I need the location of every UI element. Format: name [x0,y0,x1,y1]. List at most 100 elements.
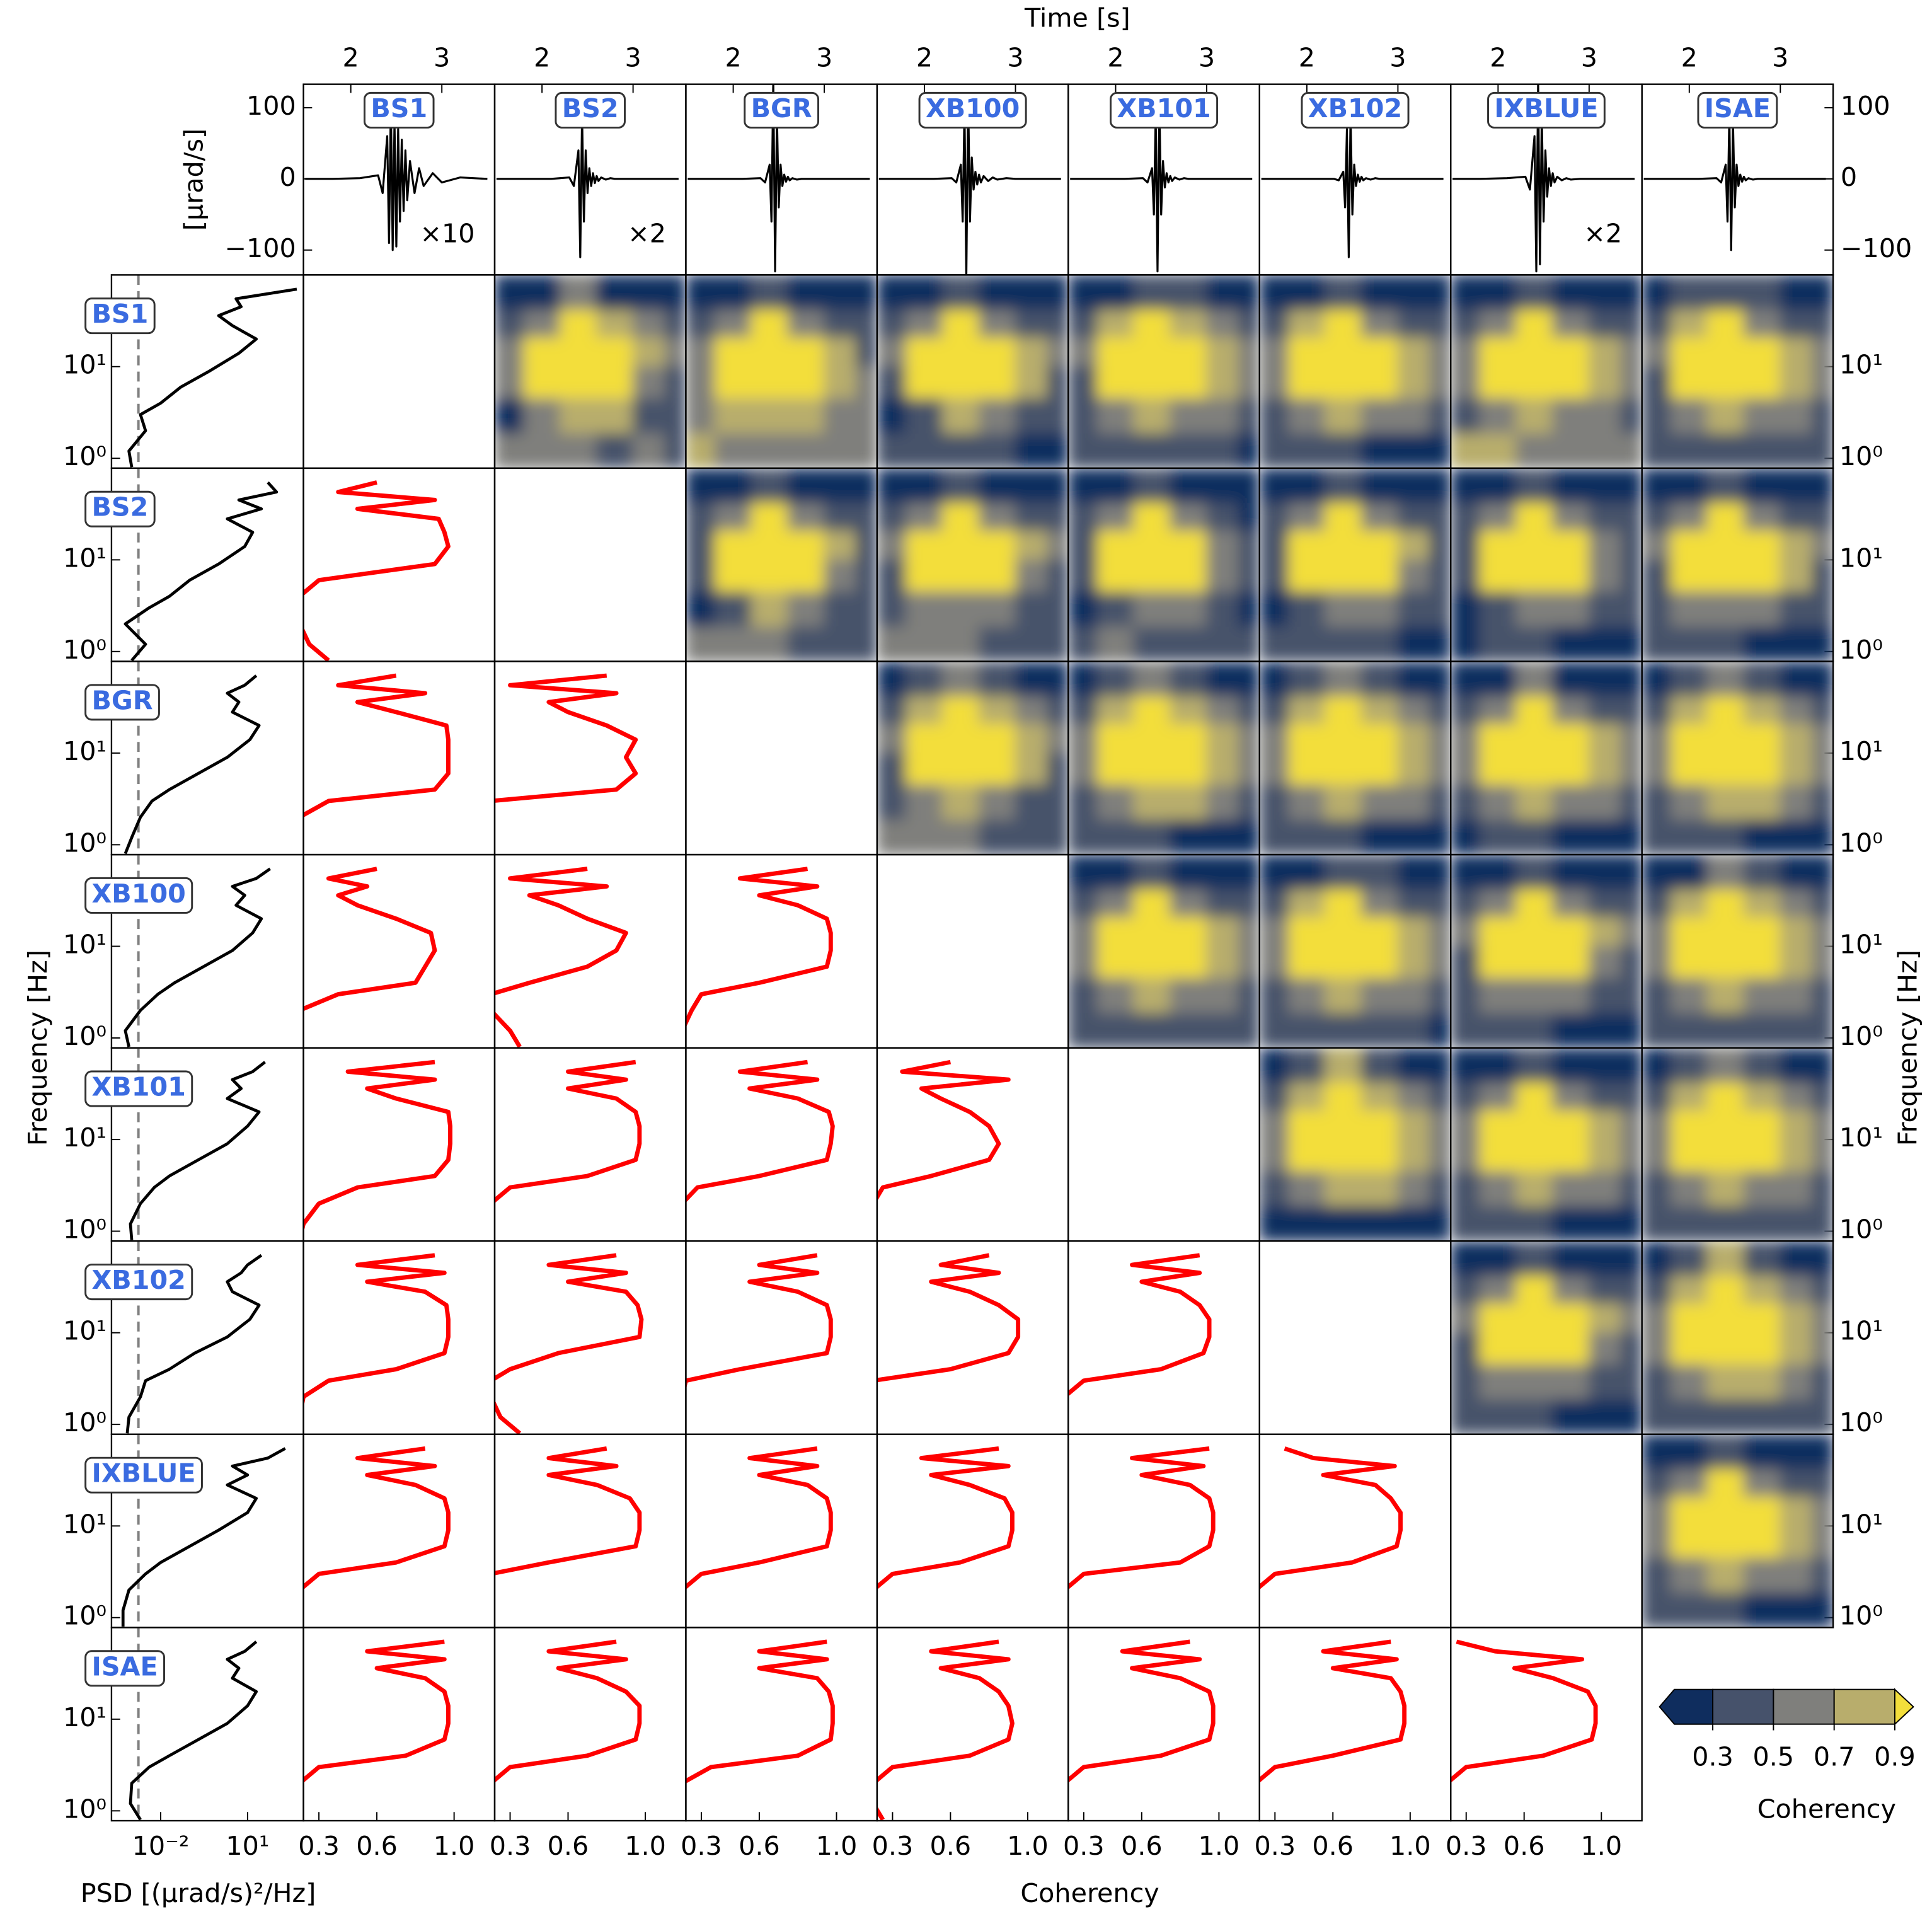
amplitude-tick-label-right: 0 [1841,162,1857,192]
coherency-map [1068,468,1260,662]
coherency-cell [1706,976,1745,1013]
coherency-cell [1743,976,1781,1013]
coherency-cell [1479,336,1517,367]
station-label-text: XB102 [1308,93,1402,124]
panel-frame [876,853,1069,1049]
coherency-cell [1515,783,1554,820]
coherency-cell [1670,1138,1708,1172]
coherency-tick-label: 0.6 [1504,1831,1545,1861]
coherency-cell [1015,275,1049,310]
coherency-cell [1205,695,1239,724]
coherency-cell [1811,1331,1834,1364]
coherency-cell [1743,308,1781,338]
panel-content [1259,1047,1451,1242]
coherency-cell [906,529,943,560]
coherency-cell [1515,1109,1554,1139]
station-label-text: BS1 [371,93,427,124]
coherency-cell [1360,783,1399,820]
coherency-cell [1743,1468,1781,1497]
coherency-cell [714,502,752,531]
coherency-cell [1205,365,1239,399]
coherency-cell [1397,558,1430,592]
coherency-cell [1096,976,1135,1013]
coherency-cell [1451,1331,1481,1364]
coherency-cell [1706,888,1745,917]
coherency-cell [1515,1274,1554,1304]
coherency-cell [523,365,561,399]
coherency-cell [1811,916,1834,946]
coherency-cell [1068,397,1098,434]
coherency-cell [1670,502,1708,531]
panel-frame [302,274,496,470]
coherency-cell [1397,855,1430,890]
coherency-cell [1706,1302,1745,1333]
panel-content [303,1253,451,1409]
coherency-cell [1451,1274,1481,1304]
coherency-cell [941,695,980,724]
coherency-cell [1068,661,1098,696]
coherency-tick-label: 0.6 [1121,1831,1163,1861]
coherency-cell [495,432,525,468]
station-label-text: XB100 [91,879,185,909]
coherency-curve [303,1446,451,1590]
coherency-cell [1259,944,1290,978]
station-label-text: XB102 [91,1265,185,1295]
coherency-cell [1397,1047,1430,1083]
coherency-cell [1552,1170,1590,1207]
coherency-cell [1588,308,1622,338]
coherency-tick-label: 0.6 [356,1831,398,1861]
amplitude-tick-label-right: 100 [1841,91,1890,121]
coherency-cell [877,468,907,504]
coherency-cell [1588,502,1622,531]
coherency-cell [1068,976,1098,1013]
coherency-tick-label: 0.6 [930,1831,972,1861]
coherency-cell [1588,722,1622,753]
coherency-cell [1588,1138,1622,1172]
coherency-cell [906,275,943,310]
coherency-cell [1238,751,1260,785]
coherency-cell [1047,502,1069,531]
coherency-cell [1670,695,1708,724]
panel-content [1451,661,1642,855]
coherency-curve [1451,1639,1598,1783]
coherency-cell [1360,529,1399,560]
coherency-map [1451,855,1642,1048]
coherency-cell [750,336,789,367]
coherency-cell [787,468,825,504]
station-label-box [1697,91,1778,129]
coherency-cell [1670,1398,1708,1434]
coherency-cell [978,722,1016,753]
coherency-cell [1133,336,1171,367]
coherency-cell [1515,432,1554,468]
coherency-cell [1324,722,1362,753]
coherency-cell [1170,916,1207,946]
coherency-cell [1429,1205,1451,1242]
coherency-cell [1479,1012,1517,1048]
coherency-cell [1620,888,1642,917]
coherency-cell [1397,308,1430,338]
coherency-cell [1811,625,1834,662]
coherency-cell [1743,397,1781,434]
waveform [687,84,870,273]
coherency-cell [1811,468,1834,504]
coherency-map [1642,468,1834,662]
panel-content [877,1253,1021,1383]
coherency-cell [1479,722,1517,753]
coherency-cell [664,308,686,338]
coherency-cell [1451,1138,1481,1172]
coherency-cell [1515,397,1554,434]
coherency-cell [1642,1398,1672,1434]
coherency-cell [1360,1205,1399,1242]
coherency-cell [714,468,752,504]
coherency-cell [1670,308,1708,338]
coherency-cell [1515,1331,1554,1364]
coherency-cell [1811,751,1834,785]
coherency-cell [1811,365,1834,399]
coherency-cell [1620,502,1642,531]
coherency-cell [1259,308,1290,338]
time-tick-label: 2 [916,42,933,72]
coherency-cell [1096,275,1135,310]
coherency-cell [1133,502,1171,531]
panel-content [1068,468,1260,662]
coherency-cell [1047,432,1069,468]
